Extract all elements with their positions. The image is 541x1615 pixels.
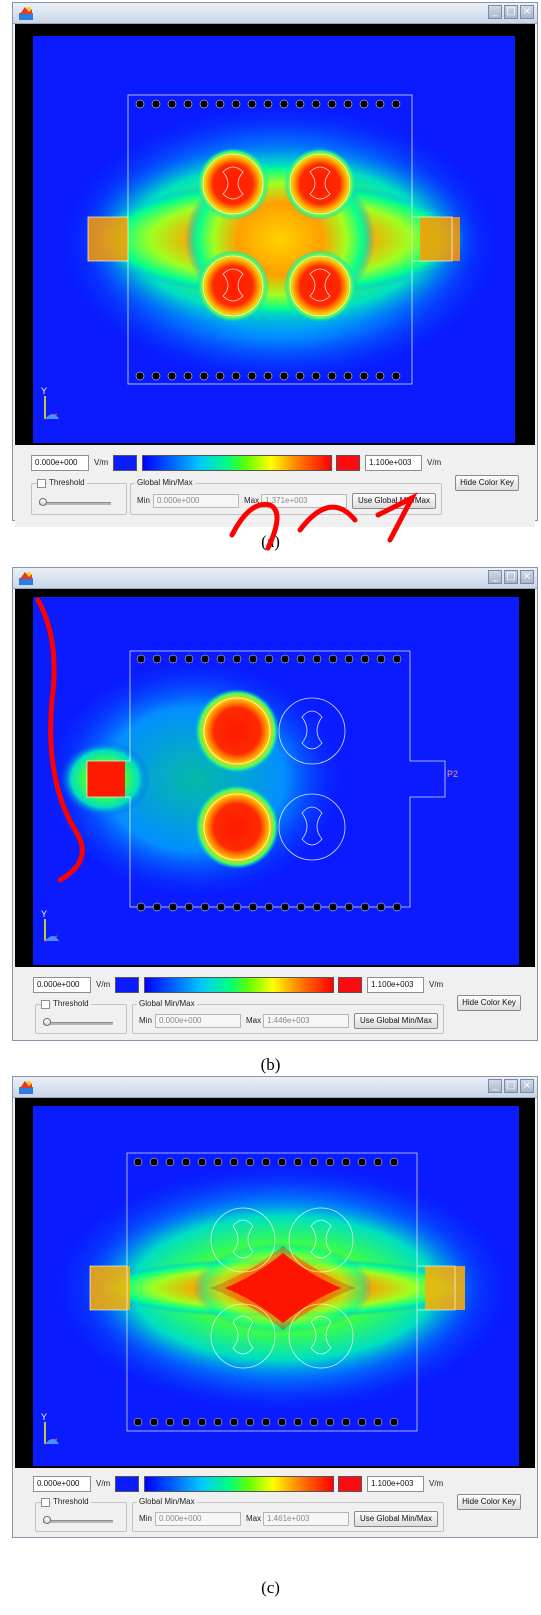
axis-y-label: Y [41,1412,47,1422]
min-value-field[interactable]: 0.000e+000 [31,455,89,471]
title-bar[interactable]: _ □ × [13,568,537,589]
field-map: Y [15,1098,535,1468]
global-min-label: Min [139,1016,152,1025]
threshold-checkbox[interactable] [41,1000,50,1009]
color-gradient-bar [144,1476,334,1492]
global-minmax-group [132,1502,444,1532]
threshold-slider-track[interactable] [43,1022,113,1025]
hide-color-key-button[interactable]: Hide Color Key [457,1494,521,1510]
global-minmax-group [132,1004,444,1034]
threshold-slider-knob[interactable] [39,498,47,506]
field-map: Y [15,24,535,445]
hide-color-key-button[interactable]: Hide Color Key [455,475,519,491]
title-bar[interactable]: _ □ × [13,3,537,24]
color-gradient-bar [144,977,334,993]
global-min-field: 0.000e+000 [153,494,239,508]
low-color-swatch[interactable] [115,1476,139,1492]
close-icon[interactable]: × [520,1079,534,1093]
max-unit-label: V/m [429,1479,444,1488]
caption-a: (a) [261,532,280,551]
threshold-checkbox[interactable] [41,1498,50,1507]
high-color-swatch[interactable] [338,1476,362,1492]
color-key-panel: 0.000e+000 V/m 1.100e+003 V/m Threshold … [15,969,535,1039]
min-unit-label: V/m [96,1479,111,1488]
maximize-icon[interactable]: □ [504,1079,518,1093]
field-viewport[interactable]: P2 Y [15,589,535,967]
axes-triad-icon: Y [41,1412,59,1445]
global-min-field: 0.000e+000 [155,1014,241,1028]
use-global-minmax-button[interactable]: Use Global Min/Max [354,1013,438,1029]
max-unit-label: V/m [429,980,444,989]
field-window-a: _ □ × [12,2,538,527]
app-logo-icon [19,572,33,585]
minimize-icon[interactable]: _ [488,1079,502,1093]
global-max-field: 1.371e+003 [261,494,347,508]
low-color-swatch[interactable] [113,455,137,471]
global-max-label: Max [246,1016,262,1025]
global-min-field: 0.000e+000 [155,1512,241,1526]
color-gradient-bar [142,455,332,471]
threshold-checkbox[interactable] [37,479,46,488]
global-max-label: Max [244,496,260,505]
maximize-icon[interactable]: □ [504,5,518,19]
app-logo-icon [19,1081,33,1094]
min-unit-label: V/m [96,980,111,989]
use-global-minmax-button[interactable]: Use Global Min/Max [352,493,436,509]
close-icon[interactable]: × [520,570,534,584]
field-viewport[interactable]: Y [15,24,535,445]
threshold-slider-knob[interactable] [43,1018,51,1026]
global-minmax-label: Global Min/Max [137,999,197,1009]
use-global-minmax-button[interactable]: Use Global Min/Max [354,1511,438,1527]
high-color-swatch[interactable] [336,455,360,471]
axes-triad-icon: Y [41,386,59,420]
high-color-swatch[interactable] [338,977,362,993]
axis-y-label: Y [41,386,47,396]
minimize-icon[interactable]: _ [488,570,502,584]
axis-y-label: Y [41,909,47,919]
title-bar[interactable]: _ □ × [13,1077,537,1098]
low-color-swatch[interactable] [115,977,139,993]
field-viewport[interactable]: Y [15,1098,535,1468]
min-unit-label: V/m [94,458,109,467]
caption-c: (c) [261,1578,280,1597]
global-max-field: 1.446e+003 [263,1014,349,1028]
global-max-field: 1.461e+003 [263,1512,349,1526]
max-value-field[interactable]: 1.100e+003 [367,1476,424,1492]
port-label: P2 [447,769,458,779]
global-minmax-group [130,483,442,515]
color-key-panel: 0.000e+000 V/m 1.100e+003 V/m Threshold … [15,447,535,527]
field-map: P2 Y [15,589,535,967]
color-key-panel: 0.000e+000 V/m 1.100e+003 V/m Threshold … [15,1470,535,1536]
minimize-icon[interactable]: _ [488,5,502,19]
threshold-label: Threshold [51,1497,91,1507]
app-logo-icon [19,7,33,20]
field-window-c: _ □ × [12,1076,538,1538]
close-icon[interactable]: × [520,5,534,19]
threshold-label: Threshold [51,999,91,1009]
caption-b: (b) [260,1055,281,1074]
max-value-field[interactable]: 1.100e+003 [365,455,422,471]
global-max-label: Max [246,1514,262,1523]
maximize-icon[interactable]: □ [504,570,518,584]
min-value-field[interactable]: 0.000e+000 [33,1476,91,1492]
global-minmax-label: Global Min/Max [137,1497,197,1507]
global-min-label: Min [137,496,150,505]
max-unit-label: V/m [427,458,442,467]
threshold-slider-track[interactable] [43,1520,113,1523]
hide-color-key-button[interactable]: Hide Color Key [457,995,521,1011]
max-value-field[interactable]: 1.100e+003 [367,977,424,993]
threshold-slider-track[interactable] [39,502,111,505]
global-minmax-label: Global Min/Max [135,478,195,488]
axes-triad-icon: Y [41,909,59,942]
min-value-field[interactable]: 0.000e+000 [33,977,91,993]
threshold-slider-knob[interactable] [43,1516,51,1524]
field-window-b: _ □ × P2 [12,567,538,1041]
global-min-label: Min [139,1514,152,1523]
threshold-label: Threshold [47,478,87,488]
